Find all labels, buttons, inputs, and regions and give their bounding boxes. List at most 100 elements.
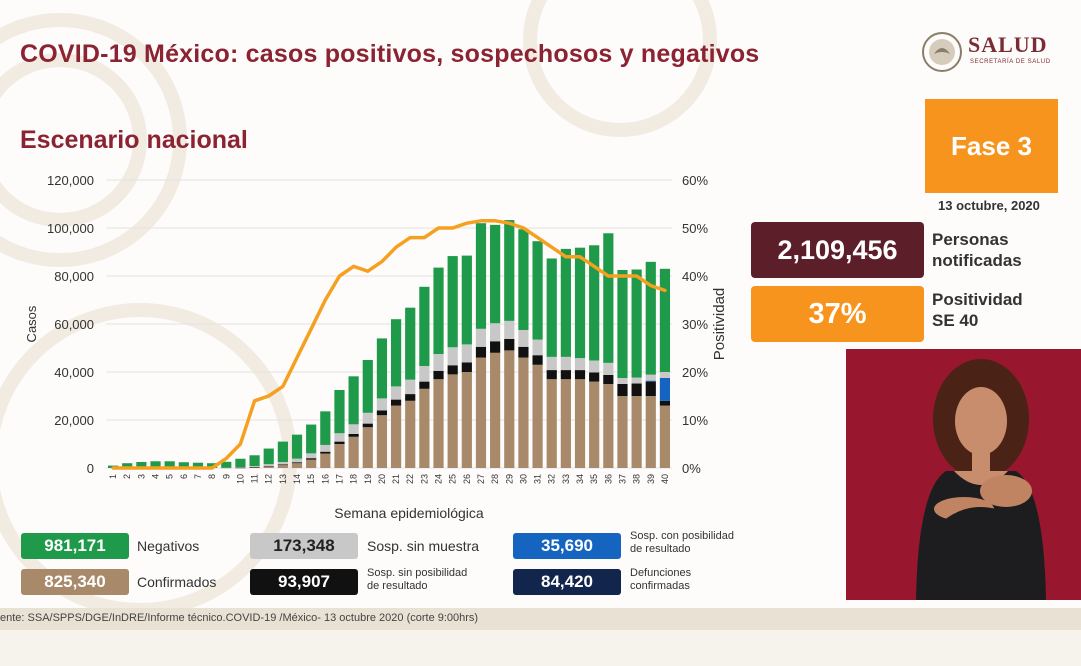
x-tick-label: 6 — [179, 474, 189, 479]
bar-segment-confirmados — [390, 405, 402, 468]
bar-segment-negativos — [150, 461, 161, 468]
bar-segment-sosp-sin-posibilidad-de-resultado — [235, 467, 246, 469]
y-axis-label: Casos — [24, 305, 39, 342]
y2-tick-label: 60% — [682, 173, 708, 188]
bar-segment-confirmados — [560, 379, 571, 468]
x-tick-label: 13 — [278, 474, 288, 484]
x-tick-label: 23 — [419, 474, 429, 484]
bar-segment-confirmados — [475, 357, 487, 468]
bar-segment-sosp-sin-muestra — [589, 360, 600, 373]
bar-segment-negativos — [334, 390, 345, 434]
positivity-badge: 37% — [751, 286, 924, 342]
bar-segment-confirmados — [320, 453, 331, 468]
logo-text: SALUD — [968, 32, 1048, 57]
bar-segment-sosp-sin-posibilidad-de-resultado — [334, 441, 345, 444]
bar-segment-negativos — [192, 462, 204, 468]
y-tick-label: 120,000 — [47, 173, 94, 188]
bar-segment-confirmados — [461, 372, 472, 468]
bar-segment-negativos — [348, 376, 359, 425]
y-tick-label: 80,000 — [54, 269, 94, 284]
bar-segment-negativos — [603, 233, 614, 363]
x-tick-label: 2 — [122, 474, 132, 479]
stacked-bar-chart: 0 20,000 40,000 60,000 80,000 100,000 120,000 0… — [24, 173, 728, 521]
bar-segment-sosp-sin-muestra — [235, 467, 246, 468]
bar-segment-negativos — [221, 461, 232, 468]
x-tick-label: 17 — [334, 474, 344, 484]
legend-defunciones-line2: confirmadas — [630, 580, 690, 592]
bar-segment-confirmados — [334, 444, 345, 468]
bar-segment-sosp-sin-posibilidad-de-resultado — [560, 370, 571, 380]
x-tick-label: 39 — [646, 474, 656, 484]
legend-defunciones-line1: Defunciones — [630, 567, 692, 579]
bar-segment-negativos — [376, 338, 388, 399]
bar-segment-negativos — [546, 258, 557, 357]
bar-segment-confirmados — [433, 379, 444, 468]
bar-segment-sosp-sin-posibilidad-de-resultado — [419, 381, 430, 389]
x-tick-label: 22 — [405, 474, 415, 484]
legend-sosp-con-posibilidad-line2: de resultado — [630, 543, 691, 555]
x-tick-label: 16 — [320, 474, 330, 484]
legend-negativos-label: Negativos — [137, 538, 200, 554]
y2-tick-label: 30% — [682, 317, 708, 332]
phase-badge: Fase 3 — [925, 99, 1058, 193]
bar-segment-negativos — [320, 411, 331, 445]
notified-label-line1: Personas — [932, 230, 1009, 249]
bar-segment-sosp-sin-posibilidad-de-resultado — [320, 451, 331, 454]
page-subtitle: Escenario nacional — [20, 126, 248, 154]
bar-segment-sosp-sin-posibilidad-de-resultado — [645, 381, 656, 396]
bar-segment-confirmados — [490, 352, 501, 468]
bar-segment-sosp-sin-muestra — [659, 372, 671, 378]
legend-defunciones-label: Defunciones confirmadas — [630, 567, 691, 593]
bar-segment-sosp-sin-posibilidad-de-resultado — [546, 370, 557, 380]
bar-segment-confirmados — [631, 396, 642, 468]
bar-segment-sosp-sin-posibilidad-de-resultado — [574, 370, 586, 380]
bar-segment-negativos — [178, 462, 189, 468]
x-tick-label: 19 — [363, 474, 373, 484]
bar-segment-negativos — [136, 462, 147, 468]
bar-segment-sosp-sin-muestra — [475, 328, 487, 347]
notified-label: Personas notificadas — [932, 229, 1022, 271]
positivity-label-line2: SE 40 — [932, 311, 979, 330]
bar-segment-confirmados — [504, 350, 515, 468]
bar-segment-sosp-sin-muestra — [419, 366, 430, 382]
bar-segment-sosp-sin-muestra — [546, 356, 557, 371]
bar-segment-negativos — [405, 307, 416, 380]
salud-logo: SALUD SECRETARÍA DE SALUD — [920, 28, 1065, 76]
bar-segment-sosp-sin-muestra — [490, 323, 501, 342]
bar-segment-negativos — [461, 255, 472, 345]
bar-segment-sosp-sin-muestra — [348, 424, 359, 434]
x-tick-label: 29 — [504, 474, 514, 484]
x-tick-label: 3 — [136, 474, 146, 479]
bar-segment-sosp-sin-muestra — [645, 374, 656, 381]
bar-segment-negativos — [164, 461, 175, 468]
x-tick-label: 28 — [490, 474, 500, 484]
bar-segment-negativos — [631, 269, 642, 378]
y2-tick-label: 10% — [682, 413, 708, 428]
y-tick-label: 20,000 — [54, 413, 94, 428]
bar-segment-sosp-sin-posibilidad-de-resultado — [306, 458, 317, 460]
bar-segment-sosp-sin-posibilidad-de-resultado — [532, 355, 543, 365]
bar-segment-confirmados — [376, 415, 388, 468]
x-tick-label: 30 — [518, 474, 528, 484]
bar-segment-sosp-sin-muestra — [263, 464, 274, 466]
positividad-line — [111, 219, 667, 470]
bar-segment-negativos — [433, 267, 444, 354]
footer-band — [0, 608, 1081, 630]
bar-segment-sosp-sin-posibilidad-de-resultado — [376, 410, 388, 416]
bar-segment-negativos — [574, 247, 586, 359]
x-tick-label: 25 — [448, 474, 458, 484]
bar-segment-confirmados — [546, 379, 557, 468]
bar-segment-sosp-sin-posibilidad-de-resultado — [617, 384, 628, 396]
bar-segment-sosp-sin-muestra — [603, 362, 614, 375]
bar-segment-sosp-sin-muestra — [291, 458, 303, 463]
bar-segment-sosp-sin-posibilidad-de-resultado — [348, 433, 359, 437]
legend-defunciones-value: 84,420 — [513, 569, 621, 595]
y-tick-label: 40,000 — [54, 365, 94, 380]
bar-segment-negativos — [518, 229, 529, 330]
x-tick-label: 27 — [476, 474, 486, 484]
y-tick-label: 0 — [87, 461, 94, 476]
x-tick-label: 4 — [151, 474, 161, 479]
y-tick-label: 100,000 — [47, 221, 94, 236]
bar-segment-confirmados — [348, 436, 359, 468]
bar-segment-sosp-sin-muestra — [277, 462, 288, 465]
